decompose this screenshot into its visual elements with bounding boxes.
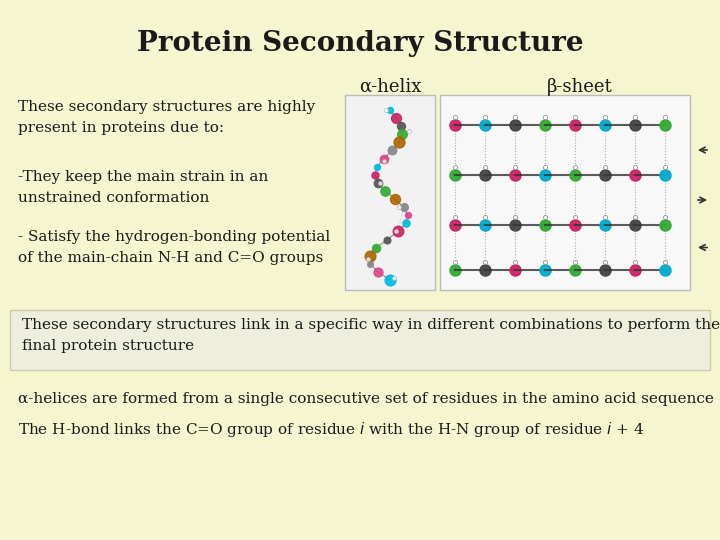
Text: The H-bond links the C=O group of residue $i$ with the H-N group of residue $i$ : The H-bond links the C=O group of residu… (18, 420, 644, 439)
Text: -They keep the main strain in an
unstrained conformation: -They keep the main strain in an unstrai… (18, 170, 269, 205)
Text: - Satisfy the hydrogen-bonding potential
of the main-chain N-H and C=O groups: - Satisfy the hydrogen-bonding potential… (18, 230, 330, 265)
Bar (440, 95, 690, 290)
Text: These secondary structures link in a specific way in different combinations to p: These secondary structures link in a spe… (22, 318, 720, 353)
Bar (10, 310, 710, 370)
Text: Protein Secondary Structure: Protein Secondary Structure (137, 30, 583, 57)
Text: α-helix: α-helix (359, 78, 421, 96)
Text: α-helices are formed from a single consecutive set of residues in the amino acid: α-helices are formed from a single conse… (18, 392, 714, 406)
Bar (345, 95, 435, 290)
Text: β-sheet: β-sheet (547, 78, 613, 96)
Text: These secondary structures are highly
present in proteins due to:: These secondary structures are highly pr… (18, 100, 315, 134)
